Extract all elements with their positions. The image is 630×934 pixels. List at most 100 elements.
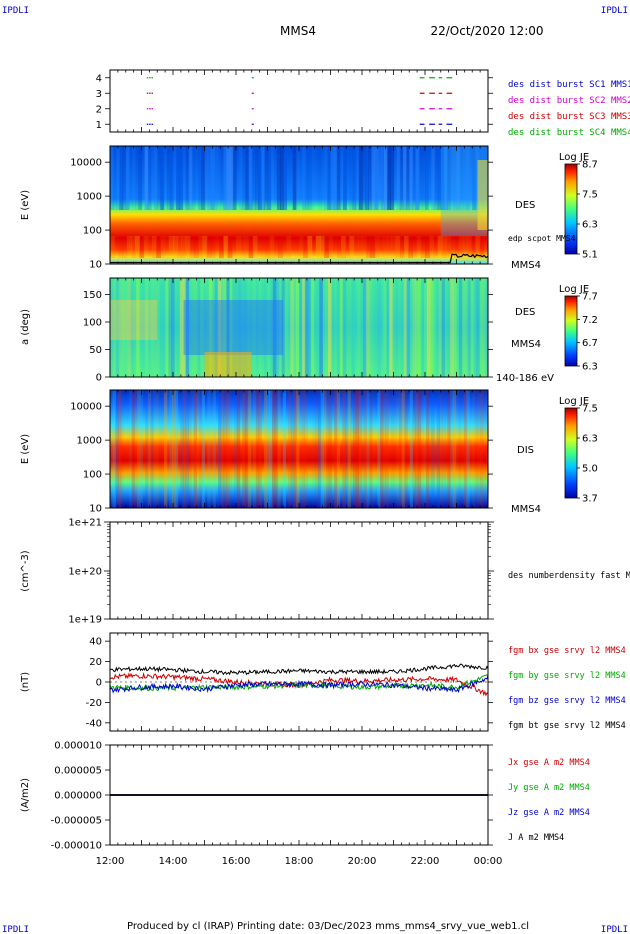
heatmap-strip <box>333 236 338 258</box>
heatmap-strip <box>273 236 279 258</box>
heatmap-strip <box>118 236 124 258</box>
heatmap-strip <box>415 278 419 377</box>
heatmap-strip <box>254 146 259 210</box>
heatmap-strip <box>206 236 212 258</box>
heatmap-strip <box>308 146 313 210</box>
panel-spacecraft-label: MMS4 <box>511 504 541 515</box>
heatmap-strip <box>450 278 454 377</box>
heatmap-strip <box>141 278 146 377</box>
heatmap-strip <box>269 236 275 258</box>
heatmap-strip <box>287 278 291 377</box>
heatmap-strip <box>336 278 341 377</box>
heatmap-strip <box>115 278 120 377</box>
y-tick-label: 4 <box>96 73 102 84</box>
heatmap-strip <box>177 236 182 258</box>
heatmap-strip <box>232 146 237 210</box>
heatmap-strip <box>282 236 287 258</box>
heatmap-strip <box>482 278 486 377</box>
heatmap-strip <box>145 390 149 508</box>
heatmap-strip <box>286 236 292 258</box>
heatmap-strip <box>447 278 451 377</box>
heatmap-strip <box>347 390 351 508</box>
heatmap-strip <box>328 278 332 377</box>
heatmap-strip <box>325 278 329 377</box>
heatmap-strip <box>269 390 273 508</box>
heatmap-strip <box>408 236 413 258</box>
field-series-line <box>109 672 489 697</box>
heatmap-strip <box>128 146 133 210</box>
heatmap-strip <box>467 278 472 377</box>
heatmap-strip <box>252 278 256 377</box>
heatmap-strip <box>357 236 363 258</box>
heatmap-strip <box>182 278 187 377</box>
heatmap-strip <box>342 390 346 508</box>
colorbar-tick-label: 3.7 <box>582 494 598 505</box>
heatmap-strip <box>443 146 448 210</box>
heatmap-strip <box>466 390 470 508</box>
heatmap-strip <box>173 236 178 258</box>
y-tick-label: 10 <box>89 504 102 515</box>
heatmap-strip <box>390 390 395 508</box>
heatmap-strip <box>288 390 292 508</box>
heatmap-strip <box>200 278 204 377</box>
colorbar-tick-label: 7.7 <box>582 292 598 303</box>
heatmap-strip <box>370 236 376 258</box>
heatmap-strip <box>365 146 369 210</box>
heatmap-strip <box>383 278 387 377</box>
y-axis-label: a (deg) <box>20 309 31 345</box>
heatmap-strip <box>213 146 218 210</box>
panel-energy-range-label: 140-186 eV <box>496 373 554 384</box>
heatmap-strip <box>485 390 489 508</box>
heatmap-strip <box>207 146 212 210</box>
heatmap-strip <box>346 146 350 210</box>
heatmap-strip <box>366 236 371 258</box>
heatmap-strip <box>153 390 157 508</box>
heatmap-strip <box>415 390 419 508</box>
heatmap-strip <box>128 390 133 508</box>
y-tick-label: 1 <box>96 120 102 131</box>
heatmap-strip <box>122 236 128 258</box>
heatmap-strip <box>385 390 389 508</box>
heatmap-strip <box>342 278 347 377</box>
heatmap-strip <box>425 236 430 258</box>
panel-spacecraft-label: MMS4 <box>511 260 541 271</box>
panel-instrument-label: DES <box>515 200 535 211</box>
heatmap-strip <box>110 236 115 258</box>
heatmap-strip <box>387 146 391 210</box>
heatmap-strip <box>292 146 297 210</box>
heatmap-strip <box>432 278 437 377</box>
series-legend-label: Jx gse A m2 MMS4 <box>508 758 590 768</box>
panel-frame <box>109 69 489 133</box>
heatmap-strip <box>345 278 350 377</box>
heatmap-strip <box>336 146 341 210</box>
heatmap-strip <box>209 390 214 508</box>
heatmap-strip <box>188 390 192 508</box>
heatmap-strip <box>360 278 364 377</box>
heatmap-strip <box>156 236 161 258</box>
heatmap-strip <box>295 146 300 210</box>
colorbar-tick-label: 7.5 <box>582 190 598 201</box>
heatmap-strip <box>272 278 277 377</box>
heatmap-strip <box>223 278 227 377</box>
heatmap-strip <box>470 278 475 377</box>
heatmap-strip <box>136 278 140 377</box>
heatmap-strip <box>302 146 306 210</box>
heatmap-strip <box>258 146 262 210</box>
heatmap-strip <box>396 390 400 508</box>
heatmap-strip <box>191 390 195 508</box>
heatmap-strip <box>380 390 384 508</box>
heatmap-strip <box>403 278 408 377</box>
heatmap-strip <box>450 390 454 508</box>
x-tick-label: 16:00 <box>222 856 251 867</box>
heatmap-strip <box>418 146 423 210</box>
heatmap-strip <box>317 390 322 508</box>
heatmap-strip <box>429 278 434 377</box>
heatmap-strip <box>464 278 469 377</box>
heatmap-strip <box>353 236 359 258</box>
heatmap-strip <box>383 236 388 258</box>
heatmap-strip <box>267 278 271 377</box>
heatmap-strip <box>278 236 283 258</box>
heatmap-strip <box>394 278 399 377</box>
heatmap-strip <box>378 236 384 258</box>
heatmap-strip <box>423 390 427 508</box>
